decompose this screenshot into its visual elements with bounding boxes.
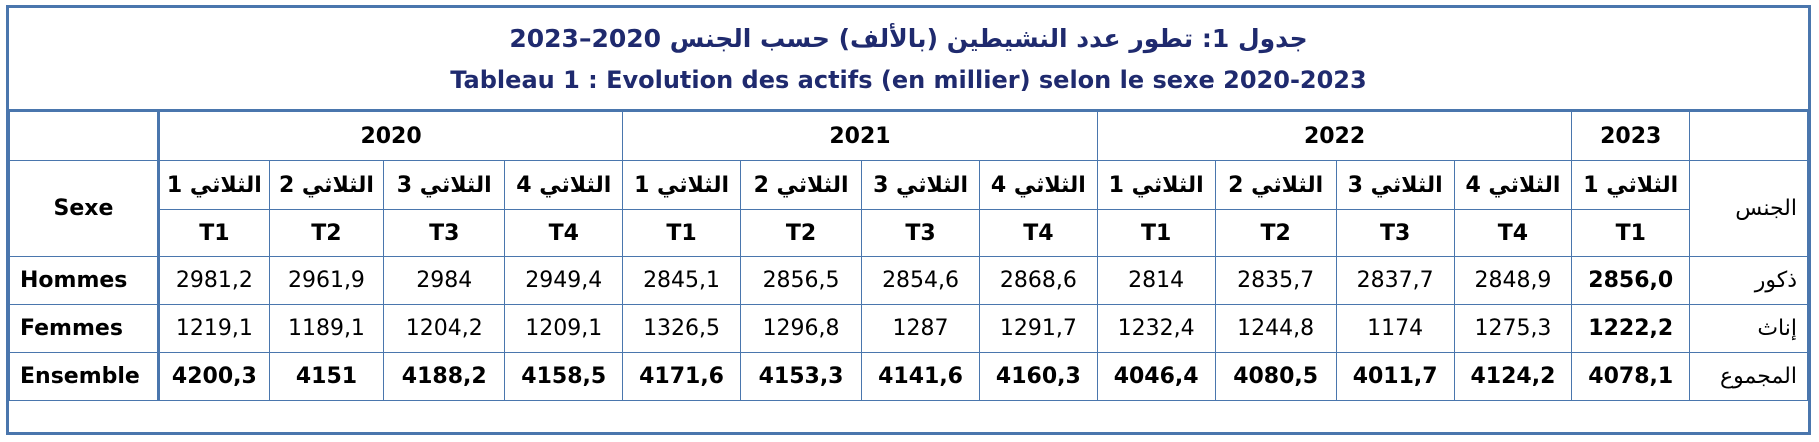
cell-value: 2856,5	[739, 256, 863, 305]
quarter-fr: T4	[504, 209, 624, 257]
cell-value: 4011,7	[1335, 352, 1455, 401]
cell-value: 1222,2	[1571, 304, 1691, 353]
cell-value: 4200,3	[156, 352, 270, 401]
table-row-femmes: Femmes 1219,1 1189,1 1204,2 1209,1 1326,…	[9, 304, 1808, 353]
quarter-fr: T2	[739, 209, 863, 257]
quarter-fr: T1	[1096, 209, 1216, 257]
quarter-fr: T3	[1335, 209, 1455, 257]
title-arabic: جدول 1: تطور عدد النشيطين (بالألف) حسب ا…	[509, 24, 1308, 53]
quarter-fr: T3	[861, 209, 980, 257]
sexe-label-ar: الجنس	[1689, 160, 1808, 257]
cell-value: 2845,1	[622, 256, 741, 305]
quarter-ar: الثلاثي 2	[268, 160, 385, 210]
cell-value: 1189,1	[268, 304, 385, 353]
quarter-ar: الثلاثي 3	[1335, 160, 1455, 210]
cell-value: 1291,7	[978, 304, 1098, 353]
cell-value: 4171,6	[622, 352, 741, 401]
table-title: جدول 1: تطور عدد النشيطين (بالألف) حسب ا…	[9, 8, 1808, 111]
quarter-ar: الثلاثي 4	[1453, 160, 1573, 210]
quarter-ar: الثلاثي 1	[622, 160, 741, 210]
cell-value: 2854,6	[861, 256, 980, 305]
cell-value: 1275,3	[1453, 304, 1573, 353]
cell-value: 1219,1	[156, 304, 270, 353]
row-label-ar: إناث	[1689, 304, 1808, 353]
cell-value: 2856,0	[1571, 256, 1691, 305]
quarter-fr: T4	[1453, 209, 1573, 257]
quarter-ar: الثلاثي 1	[1096, 160, 1216, 210]
quarter-ar: الثلاثي 1	[156, 160, 270, 210]
quarter-ar: الثلاثي 1	[1571, 160, 1691, 210]
cell-value: 2961,9	[268, 256, 385, 305]
table-row-ensemble: Ensemble 4200,3 4151 4188,2 4158,5 4171,…	[9, 352, 1808, 401]
cell-value: 4078,1	[1571, 352, 1691, 401]
quarter-ar: الثلاثي 2	[1214, 160, 1337, 210]
year-2020: 2020	[156, 111, 624, 161]
table-row-hommes: Hommes 2981,2 2961,9 2984 2949,4 2845,1 …	[9, 256, 1808, 305]
quarter-fr: T3	[383, 209, 506, 257]
year-2021: 2021	[622, 111, 1098, 161]
quarter-ar: الثلاثي 4	[978, 160, 1098, 210]
row-label-fr: Femmes	[9, 304, 159, 353]
quarter-fr: T4	[978, 209, 1098, 257]
cell-value: 2814	[1096, 256, 1216, 305]
cell-value: 1296,8	[739, 304, 863, 353]
cell-value: 2984	[383, 256, 506, 305]
cell-value: 1244,8	[1214, 304, 1337, 353]
quarter-fr: T1	[156, 209, 270, 257]
cell-value: 4124,2	[1453, 352, 1573, 401]
quarter-ar: الثلاثي 3	[861, 160, 980, 210]
row-label-ar: المجموع	[1689, 352, 1808, 401]
header-blank-right	[1689, 111, 1808, 161]
quarter-fr: T1	[1571, 209, 1691, 257]
actifs-table: 2020 2021 2022 2023 Sexe الثلاثي 1 الثلا…	[9, 111, 1808, 401]
cell-value: 1204,2	[383, 304, 506, 353]
header-blank-left	[9, 111, 159, 161]
cell-value: 4151	[268, 352, 385, 401]
cell-value: 4141,6	[861, 352, 980, 401]
cell-value: 2837,7	[1335, 256, 1455, 305]
cell-value: 4158,5	[504, 352, 624, 401]
year-2022: 2022	[1096, 111, 1573, 161]
row-label-fr: Ensemble	[9, 352, 159, 401]
table-frame: جدول 1: تطور عدد النشيطين (بالألف) حسب ا…	[6, 5, 1811, 435]
cell-value: 1326,5	[622, 304, 741, 353]
quarter-fr: T2	[1214, 209, 1337, 257]
quarter-ar: الثلاثي 4	[504, 160, 624, 210]
row-label-fr: Hommes	[9, 256, 159, 305]
cell-value: 2868,6	[978, 256, 1098, 305]
title-french: Tableau 1 : Evolution des actifs (en mil…	[450, 66, 1367, 94]
row-label-ar: ذكور	[1689, 256, 1808, 305]
cell-value: 4160,3	[978, 352, 1098, 401]
cell-value: 4046,4	[1096, 352, 1216, 401]
cell-value: 1174	[1335, 304, 1455, 353]
quarter-ar: الثلاثي 2	[739, 160, 863, 210]
year-2023: 2023	[1571, 111, 1691, 161]
cell-value: 1287	[861, 304, 980, 353]
cell-value: 4153,3	[739, 352, 863, 401]
cell-value: 2981,2	[156, 256, 270, 305]
cell-value: 2848,9	[1453, 256, 1573, 305]
quarter-fr: T1	[622, 209, 741, 257]
cell-value: 4080,5	[1214, 352, 1337, 401]
cell-value: 2835,7	[1214, 256, 1337, 305]
cell-value: 1232,4	[1096, 304, 1216, 353]
sexe-label-fr: Sexe	[9, 160, 159, 257]
cell-value: 2949,4	[504, 256, 624, 305]
quarter-fr: T2	[268, 209, 385, 257]
quarter-ar: الثلاثي 3	[383, 160, 506, 210]
cell-value: 4188,2	[383, 352, 506, 401]
cell-value: 1209,1	[504, 304, 624, 353]
